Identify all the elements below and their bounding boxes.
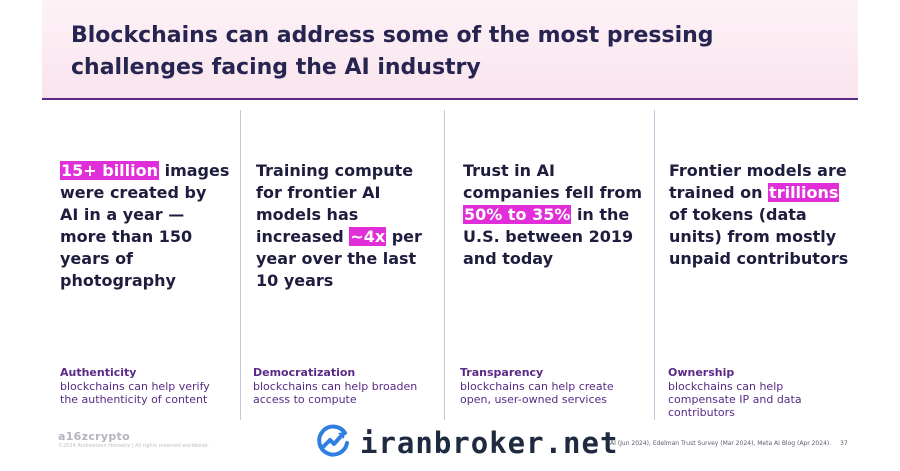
- brand-logo: a16zcrypto: [58, 430, 130, 443]
- page-title: Blockchains can address some of the most…: [71, 23, 714, 80]
- header-banner: Blockchains can address some of the most…: [42, 0, 858, 100]
- stat-text: Trust in AI companies fell from 50% to 3…: [463, 161, 643, 268]
- watermark-text: iranbroker.net: [360, 426, 619, 460]
- page-number: 37: [840, 440, 848, 447]
- category-description: blockchains can help compensate IP and d…: [668, 380, 802, 419]
- sources-note: AI (Jun 2024), Edelman Trust Survey (Mar…: [610, 440, 832, 447]
- stat-highlight: 50% to 35%: [463, 205, 572, 224]
- trend-up-logo-icon: [314, 422, 352, 464]
- stat-highlight: ~4x: [349, 227, 387, 246]
- category-label: Transparency: [460, 366, 544, 379]
- column-divider: [654, 110, 655, 420]
- stat-highlight: 15+ billion: [60, 161, 160, 180]
- category-label: Ownership: [668, 366, 735, 379]
- category-description: blockchains can help create open, user-o…: [460, 380, 614, 406]
- stat-highlight: trillions: [768, 183, 840, 202]
- category-description: blockchains can help verify the authenti…: [60, 380, 210, 406]
- column-authenticity: 15+ billion images were created by AI in…: [60, 110, 235, 420]
- category-description: blockchains can help broaden access to c…: [253, 380, 418, 406]
- column-democratization: Training compute for frontier AI models …: [253, 110, 438, 420]
- stat-text: 15+ billion images were created by AI in…: [60, 161, 230, 290]
- category-label: Authenticity: [60, 366, 137, 379]
- column-transparency: Trust in AI companies fell from 50% to 3…: [460, 110, 645, 420]
- stat-text: Training compute for frontier AI models …: [256, 161, 422, 290]
- column-divider: [444, 110, 445, 420]
- column-divider: [240, 110, 241, 420]
- copyright-text: ©2024 Andreessen Horowitz | All rights r…: [58, 443, 210, 449]
- category-label: Democratization: [253, 366, 356, 379]
- stat-text: Frontier models are trained on trillions…: [669, 161, 849, 268]
- watermark: iranbroker.net: [314, 423, 618, 463]
- column-ownership: Frontier models are trained on trillions…: [668, 110, 853, 420]
